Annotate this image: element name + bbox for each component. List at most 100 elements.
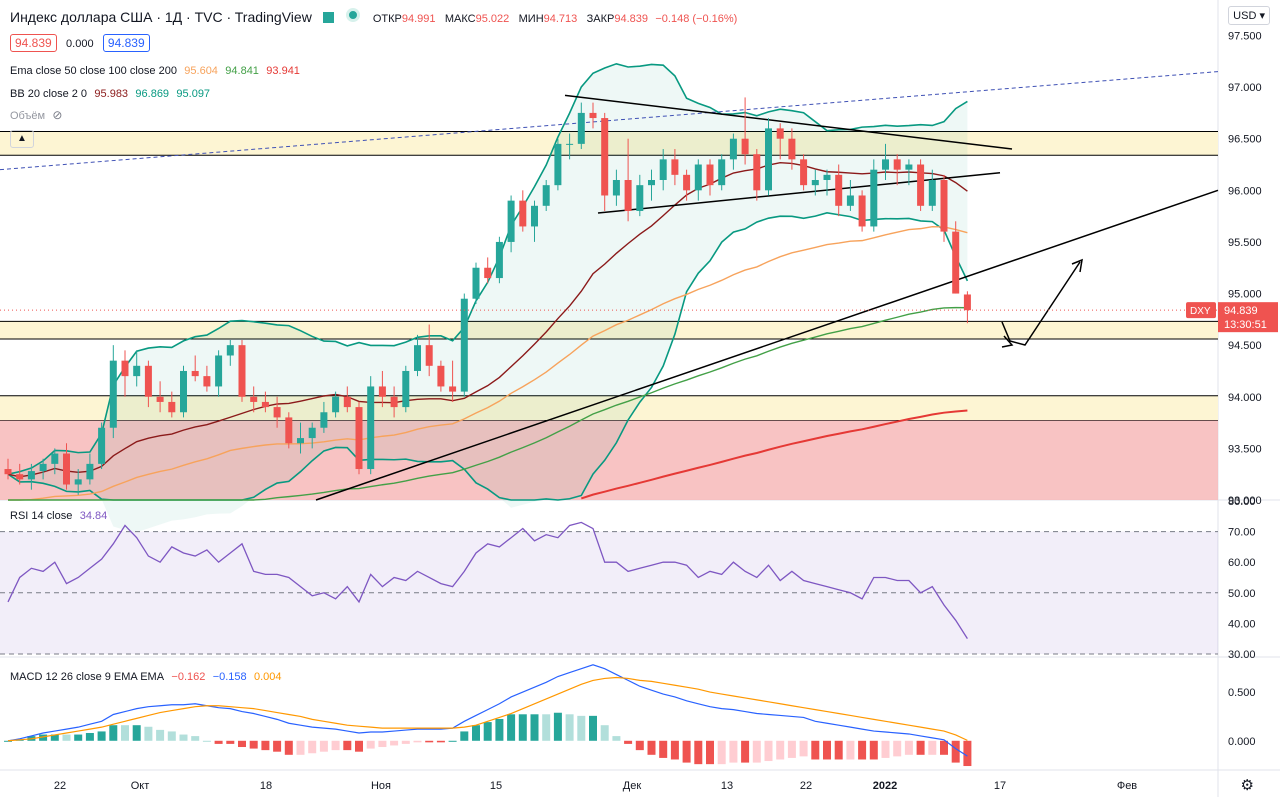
candle	[542, 180, 550, 211]
candle-body	[882, 159, 889, 170]
candle	[507, 195, 515, 253]
symbol-tag-text: DXY	[1190, 306, 1211, 317]
candle	[729, 133, 737, 170]
spread-value: 0.000	[66, 38, 94, 50]
price-tick-label: 94.000	[1228, 392, 1262, 404]
collapse-legend-button[interactable]: ▲	[10, 130, 34, 148]
forecast-path-arrows	[1001, 261, 1081, 346]
rsi-tick-label: 70.00	[1228, 527, 1256, 539]
chevron-down-icon: ▾	[1259, 10, 1265, 22]
candle	[554, 138, 562, 191]
candle	[39, 458, 47, 480]
gear-icon[interactable]: ⚙	[1240, 777, 1254, 794]
macd-histogram-bar	[612, 736, 621, 741]
macd-line	[7, 664, 968, 757]
volume-legend[interactable]: Объём ⊘	[10, 108, 62, 122]
eye-hidden-icon[interactable]: ⊘	[52, 108, 63, 122]
candle-body	[425, 345, 433, 366]
candle	[16, 463, 24, 485]
price-tick-label: 96.000	[1228, 185, 1262, 197]
candle	[320, 401, 328, 433]
candle-body	[823, 174, 831, 180]
rsi-legend[interactable]: RSI 14 close 34.84	[10, 508, 107, 522]
candle-body	[449, 386, 457, 392]
macd-histogram-bar	[167, 731, 176, 741]
candle-body	[589, 112, 597, 119]
candle-body	[729, 138, 737, 160]
macd-histogram-bar	[191, 736, 200, 741]
candle	[495, 236, 503, 284]
macd-legend[interactable]: MACD 12 26 close 9 EMA EMA −0.162 −0.158…	[10, 669, 282, 683]
candle-body	[765, 128, 772, 191]
rsi-label: RSI 14 close	[10, 510, 73, 522]
macd-label: MACD 12 26 close 9 EMA EMA	[10, 671, 165, 683]
candle	[4, 458, 12, 480]
candle	[168, 391, 176, 418]
bb-legend[interactable]: BB 20 close 2 0 95.983 96.869 95.097	[10, 86, 210, 100]
rsi-tick-label: 30.00	[1228, 649, 1256, 661]
macd-histogram-bar	[881, 740, 890, 758]
time-axis-label: 22	[54, 780, 66, 792]
candle-body	[940, 180, 948, 232]
candle	[63, 443, 70, 490]
low-value: 94.713	[543, 13, 578, 25]
macd-histogram-bar	[904, 740, 913, 755]
bb-lower-value: 95.097	[176, 88, 211, 100]
header-legend: Индекс доллара США · 1Д · TVC · TradingV…	[10, 8, 737, 25]
candle	[776, 123, 784, 160]
macd-histogram-bar	[179, 734, 188, 741]
ema-label: Ema close 50 close 100 close 200	[10, 65, 177, 77]
macd-histogram-bar	[355, 740, 363, 752]
flag-icon	[323, 12, 335, 23]
candle-body	[741, 138, 749, 155]
candle	[250, 386, 258, 413]
candle-body	[577, 112, 585, 144]
candle	[531, 200, 538, 242]
candle-body	[566, 143, 574, 145]
ema-legend[interactable]: Ema close 50 close 100 close 200 95.604 …	[10, 63, 300, 77]
macd-histogram-bar	[401, 740, 410, 744]
candle	[414, 334, 421, 377]
macd-histogram-bar	[121, 725, 129, 741]
currency-selector[interactable]: USD ▾	[1228, 6, 1270, 25]
candle	[425, 324, 433, 377]
candle	[823, 169, 831, 196]
candle	[449, 360, 457, 402]
candle	[285, 412, 293, 449]
macd-hist-value: −0.162	[171, 671, 206, 683]
arrow-head-down	[1001, 335, 1014, 348]
macd-histogram-bar	[764, 740, 773, 762]
candle-body	[858, 195, 866, 227]
macd-histogram-bar	[518, 714, 527, 741]
candle	[893, 154, 901, 186]
candle-body	[601, 118, 609, 196]
macd-histogram-bar	[717, 740, 726, 765]
candle-body	[343, 396, 351, 408]
candle-body	[671, 159, 679, 175]
price-tick-label: 96.500	[1228, 134, 1262, 146]
bid-box[interactable]: 94.839	[10, 34, 57, 52]
time-axis-label: 15	[490, 780, 502, 792]
ema50-line	[8, 226, 968, 501]
candle	[928, 169, 936, 211]
dashed-trendline	[0, 71, 1219, 171]
candle-body	[402, 370, 410, 408]
candle	[378, 370, 386, 408]
close-value: 94.839	[614, 13, 649, 25]
chart-title: Индекс доллара США · 1Д · TVC · TradingV…	[10, 9, 312, 25]
candle	[765, 118, 772, 196]
candle	[800, 154, 808, 191]
macd-histogram-bar	[787, 740, 796, 758]
candle	[203, 365, 211, 392]
ask-box[interactable]: 94.839	[102, 34, 150, 52]
candle-body	[215, 355, 223, 387]
candle-body	[648, 180, 655, 186]
candle-body	[109, 360, 117, 428]
candle-body	[98, 427, 106, 464]
candle-body	[753, 154, 761, 191]
candle	[683, 169, 691, 201]
time-axis-label: Дек	[623, 780, 642, 792]
symbol-tag-bg	[1186, 302, 1216, 319]
candle	[332, 391, 340, 418]
